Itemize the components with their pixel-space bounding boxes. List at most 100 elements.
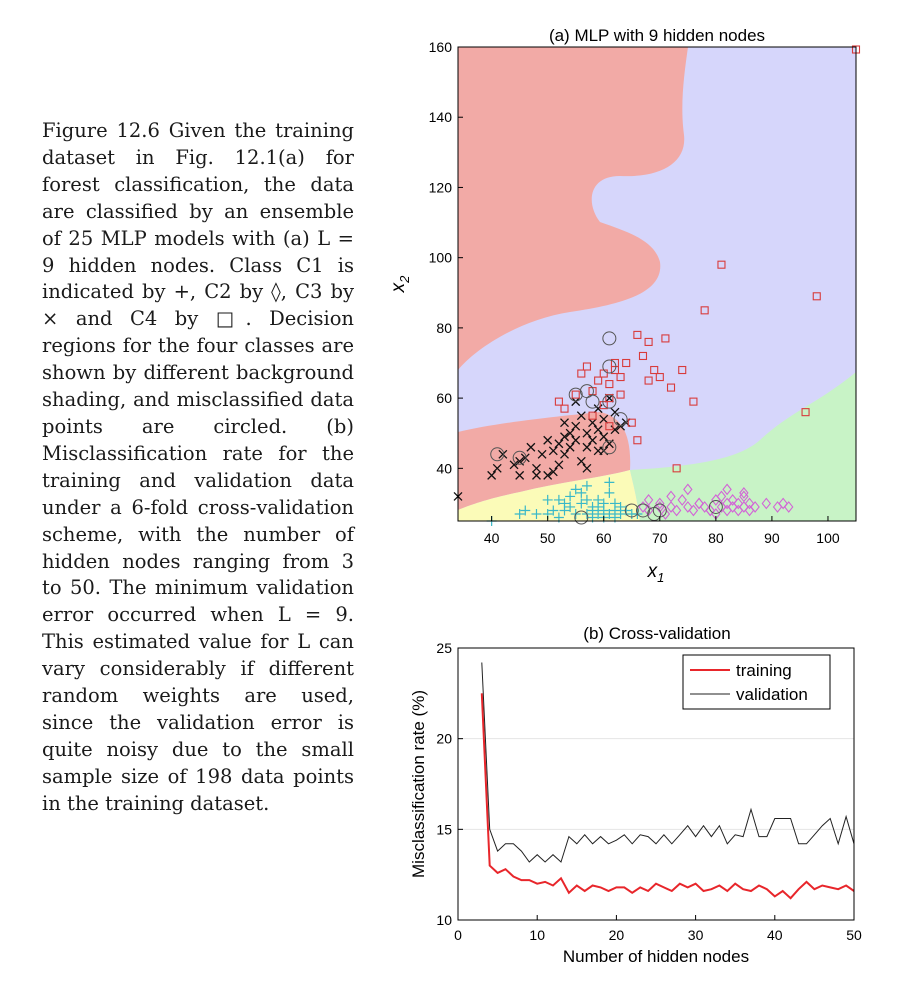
point-c3 [498,449,508,459]
panel-a-xtick-label: 40 [484,530,500,546]
misclassified-circle [574,510,589,525]
point-c4 [610,358,620,368]
decision-regions [458,47,856,521]
panel-b: (b) Cross-validation 0 10 20 30 40 50 1015202… [409,624,862,966]
point-c2 [761,497,772,510]
panel-a-ytick-label: 140 [429,109,453,125]
point-c3 [548,467,558,477]
point-c2 [683,501,693,513]
panel-b-ytick-label: 25 [436,640,452,656]
point-c3 [537,449,547,459]
point-c1 [604,508,615,519]
point-c3 [565,442,575,452]
point-c3 [543,470,553,480]
point-c2 [643,494,654,506]
point-c3 [588,418,597,428]
point-c4 [638,351,648,361]
point-c4 [689,397,698,406]
point-c3 [565,428,575,438]
point-c3 [571,397,581,407]
region-c3-upper [458,47,688,370]
point-c3 [487,470,497,480]
point-c1 [520,505,531,516]
scatter-points [453,45,861,526]
point-c2 [694,497,704,510]
point-c2 [733,497,743,510]
point-c3 [554,460,564,470]
point-c3 [515,470,525,480]
point-c1 [559,498,570,509]
point-c2 [683,483,693,496]
panel-b-xtick-label: 30 [688,927,704,943]
point-c1 [609,498,620,509]
point-c3 [588,435,597,445]
point-c2 [722,483,732,496]
point-c2 [784,501,794,513]
misclassified-circle [602,394,617,409]
point-c4 [560,404,569,413]
point-c1 [576,487,587,498]
point-c4 [644,337,653,346]
point-c4 [633,436,642,445]
panel-a-ytick-label: 80 [436,320,452,336]
point-c3 [532,463,541,473]
point-c2 [750,501,760,513]
panel-b-ytick-label: 20 [436,731,452,747]
panel-b-xtick-label: 40 [767,927,783,943]
point-c3 [582,442,592,452]
panel-a-ytick-label: 40 [436,460,452,476]
panel-a-xtick-label: 70 [652,530,668,546]
validation-line [481,662,854,863]
point-c4 [588,411,597,420]
point-c3 [548,446,558,456]
point-c3 [560,432,569,442]
training-line [480,693,854,900]
point-c2 [705,504,715,517]
panel-b-title: (b) Cross-validation [583,624,730,643]
point-c1 [576,498,587,509]
panel-a-frame [457,46,857,522]
point-c2 [666,501,676,513]
point-c1 [615,501,626,512]
misclassified-circle [624,503,639,518]
point-c2 [778,497,788,510]
point-c3 [576,456,586,466]
point-c2 [727,494,738,506]
caption-text: Given the training dataset in Fig. 12.1(… [42,119,354,815]
point-c4 [650,365,659,375]
legend: training validation [682,654,831,710]
point-c3 [520,453,530,463]
point-c4 [627,418,636,427]
panel-a-ylabel: x2 [388,275,412,294]
misclassified-circle [602,359,617,374]
point-c4 [622,358,631,368]
point-c3 [492,463,502,473]
panel-a-title: (a) MLP with 9 hidden nodes [549,26,765,45]
point-c3 [526,442,536,452]
point-c1 [587,501,598,512]
panel-a-ytick-label: 120 [429,179,453,195]
point-c3 [599,414,609,424]
region-c1 [458,470,640,521]
point-c4 [801,408,810,417]
point-c2 [671,504,682,517]
point-c4 [678,365,687,375]
point-c3 [532,470,541,480]
point-c3 [610,425,620,435]
legend-box [682,654,831,710]
point-c1 [553,494,564,505]
point-c4 [594,376,603,385]
point-c3 [610,407,620,417]
panel-b-ytick-label: 15 [436,821,452,837]
panel-a-yticks: 40 60 80 100 120 140 160 [429,39,463,476]
panel-b-xticks: 0 10 20 30 40 50 [454,915,862,943]
point-c4 [571,390,580,399]
point-c1 [581,480,592,491]
point-c4 [644,376,653,385]
panel-a-xtick-label: 50 [540,530,556,546]
point-c1 [542,494,553,505]
panel-b-yticks: 10 15 20 25 [436,640,463,928]
figure-label: Figure 12.6 [42,119,160,142]
panel-a-xtick-label: 90 [764,530,780,546]
